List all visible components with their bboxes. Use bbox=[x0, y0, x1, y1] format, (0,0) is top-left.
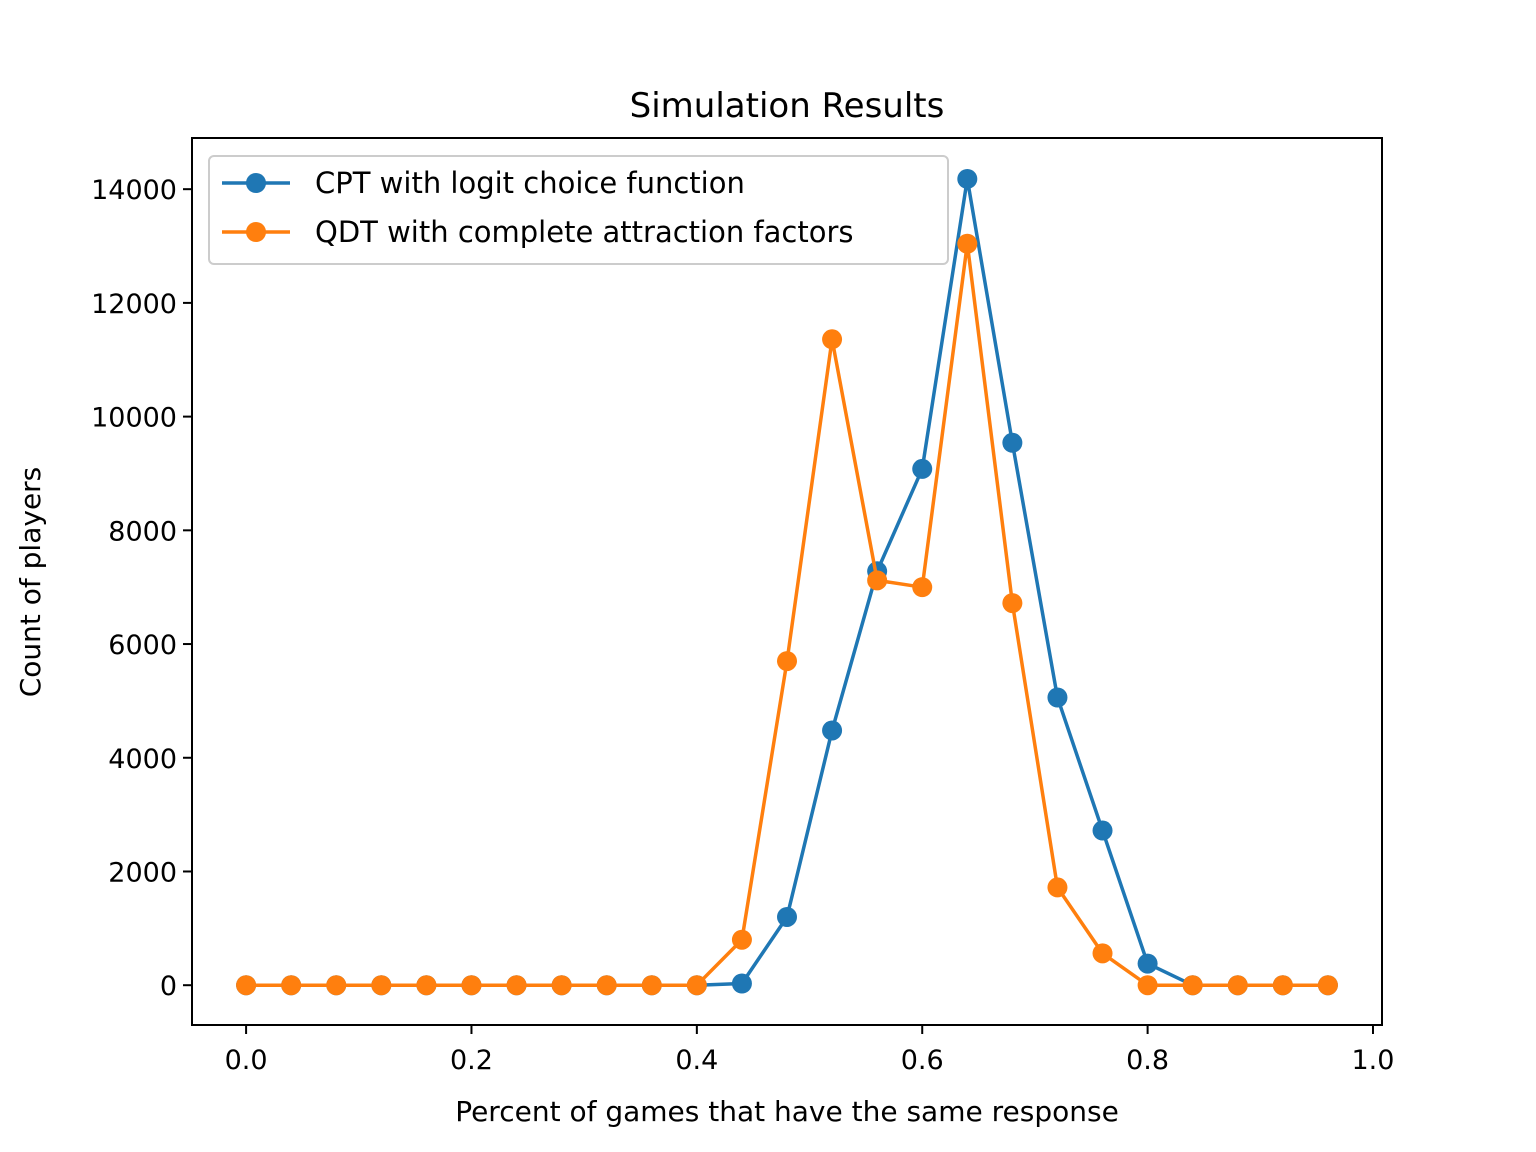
y-tick-label: 14000 bbox=[91, 175, 177, 206]
x-tick-label: 0.0 bbox=[225, 1045, 268, 1076]
legend-label-qdt: QDT with complete attraction factors bbox=[315, 215, 854, 249]
data-point-qdt bbox=[641, 975, 662, 996]
data-point-qdt bbox=[1227, 975, 1248, 996]
data-point-qdt bbox=[822, 329, 843, 350]
legend: CPT with logit choice function QDT with … bbox=[208, 155, 949, 265]
y-tick-label: 6000 bbox=[108, 630, 177, 661]
data-point-qdt bbox=[731, 929, 752, 950]
data-point-qdt bbox=[371, 975, 392, 996]
y-tick-label: 8000 bbox=[108, 516, 177, 547]
y-tick-label: 4000 bbox=[108, 744, 177, 775]
y-tick-label: 12000 bbox=[91, 289, 177, 320]
y-axis: 0 2000 4000 6000 8000 10000 12000 14000 bbox=[91, 175, 192, 1002]
data-point-qdt bbox=[867, 570, 888, 591]
data-point-cpt bbox=[912, 458, 933, 479]
legend-marker-qdt bbox=[246, 222, 266, 242]
x-tick-label: 1.0 bbox=[1352, 1045, 1395, 1076]
x-tick-label: 0.4 bbox=[675, 1045, 718, 1076]
data-point-qdt bbox=[506, 975, 527, 996]
x-axis: 0.0 0.2 0.4 0.6 0.8 1.0 bbox=[225, 1025, 1395, 1076]
data-point-qdt bbox=[326, 975, 347, 996]
data-point-qdt bbox=[1002, 593, 1023, 614]
data-point-qdt bbox=[596, 975, 617, 996]
data-point-cpt bbox=[777, 906, 797, 927]
y-axis-title: Count of players bbox=[14, 467, 47, 698]
series-layer bbox=[236, 168, 1338, 996]
data-point-qdt bbox=[236, 975, 257, 996]
series-qdt bbox=[236, 233, 1338, 996]
data-point-qdt bbox=[551, 975, 572, 996]
legend-entry-cpt: CPT with logit choice function bbox=[222, 166, 745, 200]
data-point-qdt bbox=[416, 975, 437, 996]
data-point-qdt bbox=[777, 651, 797, 672]
data-point-cpt bbox=[1137, 953, 1158, 974]
data-point-cpt bbox=[1047, 687, 1068, 708]
data-point-cpt bbox=[957, 168, 978, 189]
data-point-qdt bbox=[957, 233, 978, 254]
x-tick-label: 0.8 bbox=[1126, 1045, 1169, 1076]
y-tick-label: 0 bbox=[160, 971, 177, 1002]
data-point-cpt bbox=[822, 720, 843, 741]
data-point-qdt bbox=[686, 975, 707, 996]
data-point-qdt bbox=[1092, 943, 1113, 964]
data-point-qdt bbox=[1272, 975, 1293, 996]
chart-title: Simulation Results bbox=[630, 86, 945, 126]
x-axis-title: Percent of games that have the same resp… bbox=[455, 1095, 1119, 1128]
legend-label-cpt: CPT with logit choice function bbox=[315, 166, 745, 200]
x-tick-label: 0.2 bbox=[450, 1045, 493, 1076]
legend-box bbox=[208, 155, 949, 265]
y-tick-label: 2000 bbox=[108, 857, 177, 888]
x-tick-label: 0.6 bbox=[901, 1045, 944, 1076]
data-point-qdt bbox=[1137, 975, 1158, 996]
data-point-qdt bbox=[912, 577, 933, 598]
data-point-cpt bbox=[1092, 820, 1113, 841]
plot-area bbox=[191, 137, 1383, 1026]
legend-entry-qdt: QDT with complete attraction factors bbox=[222, 215, 854, 249]
data-point-cpt bbox=[731, 973, 752, 994]
data-point-cpt bbox=[1002, 432, 1023, 453]
data-point-qdt bbox=[1047, 877, 1068, 898]
legend-marker-cpt bbox=[246, 173, 266, 193]
data-point-qdt bbox=[281, 975, 302, 996]
data-point-qdt bbox=[1317, 975, 1338, 996]
y-tick-label: 10000 bbox=[91, 403, 177, 434]
axes-frame bbox=[191, 137, 1383, 1026]
data-point-qdt bbox=[461, 975, 482, 996]
data-point-qdt bbox=[1182, 975, 1203, 996]
